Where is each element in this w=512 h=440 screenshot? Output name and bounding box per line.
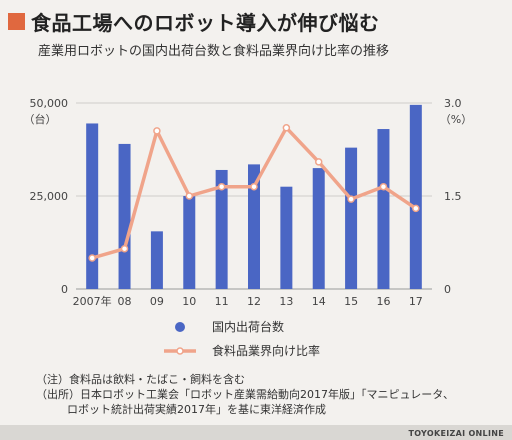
footer-bar: TOYOKEIZAI ONLINE — [0, 425, 512, 440]
ratio-point — [379, 182, 388, 191]
left-axis-tick-label: 50,000 — [30, 97, 69, 110]
bar — [248, 164, 260, 289]
ratio-point — [347, 195, 355, 203]
ratio-point — [120, 244, 129, 253]
ratio-point — [282, 124, 291, 132]
source-notes: （注）食料品は飲料・たばこ・飼料を含む （出所）日本ロボット工業会「ロボット産業… — [36, 372, 454, 417]
ratio-point — [412, 204, 420, 213]
x-axis-tick-label: 17 — [409, 295, 423, 308]
brand-label: TOYOKEIZAI ONLINE — [408, 429, 504, 438]
ratio-point — [153, 127, 161, 135]
bar — [150, 231, 163, 289]
bar — [86, 123, 99, 290]
bar — [345, 147, 358, 289]
chart-subtitle: 産業用ロボットの国内出荷台数と食料品業界向け比率の推移 — [38, 44, 390, 59]
x-axis-tick-label: 14 — [312, 295, 326, 308]
ratio-point — [217, 182, 226, 191]
source-line: （出所）日本ロボット工業会「ロボット産業需給動向2017年版」「マニピュレータ、 — [36, 388, 454, 401]
bar — [183, 196, 196, 289]
bar — [377, 129, 390, 289]
bar — [312, 168, 325, 289]
x-axis-tick-label: 09 — [150, 295, 164, 308]
x-axis-tick-label: 08 — [118, 295, 132, 308]
bar — [409, 104, 422, 289]
header: 食品工場へのロボット導入が伸び悩む — [8, 6, 380, 36]
legend-bar-label: 国内出荷台数 — [212, 319, 284, 334]
note-line: （注）食料品は飲料・たばこ・飼料を含む — [36, 373, 245, 386]
left-axis-tick-label: 25,000 — [30, 190, 69, 203]
left-axis-unit: （台） — [24, 112, 57, 126]
x-axis-tick-label: 16 — [376, 295, 390, 308]
legend-line-label: 食料品業界向け比率 — [212, 343, 320, 358]
bar — [215, 169, 228, 289]
source-line-continued: ロボット統計出荷実績2017年」を基に東洋経済作成 — [67, 403, 326, 416]
ratio-point — [314, 158, 323, 166]
bar — [280, 186, 293, 289]
ratio-point — [88, 254, 96, 262]
x-axis-tick-label: 13 — [279, 295, 293, 308]
legend-bar-swatch — [175, 322, 185, 332]
left-axis-tick-label: 0 — [61, 283, 68, 296]
right-axis-tick-label: 3.0 — [444, 97, 462, 110]
ratio-point — [185, 192, 194, 200]
x-axis-tick-label: 12 — [247, 295, 261, 308]
x-axis-tick-label: 11 — [215, 295, 229, 308]
bar — [118, 143, 131, 289]
x-axis-tick-label: 10 — [182, 295, 196, 308]
page-title: 食品工場へのロボット導入が伸び悩む — [31, 10, 380, 35]
right-axis-unit: （%） — [440, 113, 472, 126]
x-axis-tick-label: 2007年 — [73, 294, 112, 308]
right-axis-tick-label: 0 — [444, 283, 451, 296]
right-axis-tick-label: 1.5 — [444, 190, 462, 203]
title-marker — [8, 12, 25, 30]
ratio-point — [250, 182, 258, 191]
legend-line-marker — [176, 347, 184, 355]
x-axis-tick-label: 15 — [344, 295, 358, 308]
